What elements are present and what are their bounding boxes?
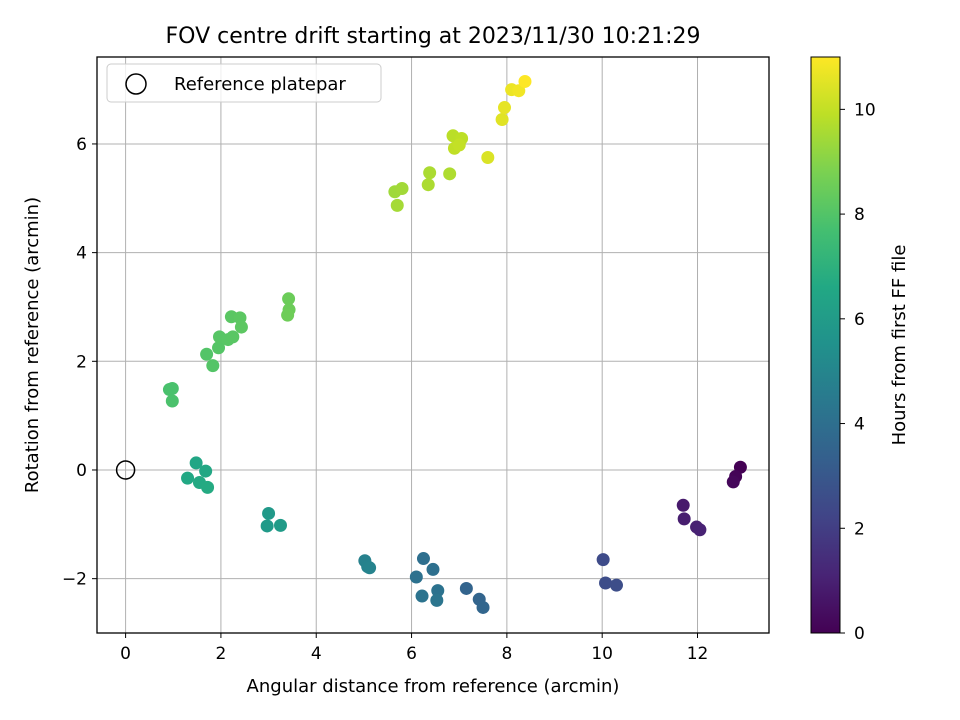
data-point — [676, 498, 690, 512]
x-axis-label: Angular distance from reference (arcmin) — [247, 676, 620, 697]
y-tick-label: 0 — [76, 461, 87, 481]
data-point — [395, 182, 409, 196]
data-point — [452, 138, 466, 152]
colorbar-tick-label: 8 — [854, 205, 865, 225]
colorbar — [810, 56, 841, 634]
data-point — [518, 74, 532, 88]
y-tick-label: 6 — [76, 135, 87, 155]
data-point — [262, 506, 276, 520]
colorbar-tick-label: 6 — [854, 310, 865, 330]
data-point — [282, 292, 296, 306]
data-point — [726, 475, 740, 489]
legend-entry: Reference platepar — [174, 74, 346, 95]
data-point — [693, 523, 707, 537]
colorbar-ticks: 0 2 4 6 8 10 — [840, 100, 876, 644]
data-point — [281, 308, 295, 322]
data-point — [481, 151, 495, 165]
data-point — [165, 381, 179, 395]
chart-title: FOV centre drift starting at 2023/11/30 … — [166, 24, 701, 49]
data-point — [609, 578, 623, 592]
legend-marker — [125, 73, 147, 95]
data-point — [234, 320, 248, 334]
data-point — [596, 553, 610, 567]
data-point — [476, 600, 490, 614]
data-point — [459, 581, 473, 595]
colorbar-tick-label: 4 — [854, 415, 865, 435]
colorbar-tick-label: 2 — [854, 519, 865, 539]
data-point — [363, 561, 377, 575]
x-tick-label: 12 — [687, 644, 709, 664]
data-point — [423, 166, 437, 180]
colorbar-tick-label: 0 — [854, 624, 865, 644]
x-tick-label: 6 — [406, 644, 417, 664]
colorbar-tick-label: 10 — [854, 100, 876, 120]
data-point — [206, 359, 220, 373]
data-point — [431, 584, 445, 598]
data-point — [260, 519, 274, 533]
data-point — [199, 464, 213, 478]
y-axis-label: Rotation from reference (arcmin) — [22, 197, 43, 493]
data-point — [390, 198, 404, 212]
data-point — [273, 518, 287, 532]
legend: Reference platepar — [106, 63, 382, 103]
data-point — [189, 456, 203, 470]
data-point — [409, 570, 423, 584]
data-point — [416, 552, 430, 566]
x-tick-label: 2 — [216, 644, 227, 664]
colorbar-label: Hours from first FF file — [889, 245, 910, 446]
y-tick-label: 4 — [76, 244, 87, 264]
y-tick-label: −2 — [62, 570, 87, 590]
data-point — [497, 101, 511, 115]
data-point — [421, 178, 435, 192]
data-point — [430, 593, 444, 607]
data-point — [201, 480, 215, 494]
data-point — [495, 112, 509, 126]
reference-platepar-marker — [115, 460, 136, 480]
data-point — [677, 512, 691, 526]
data-point — [415, 589, 429, 603]
y-tick-label: 2 — [76, 352, 87, 372]
y-axis-ticks: −2 0 2 4 6 — [62, 135, 97, 590]
x-tick-label: 10 — [591, 644, 613, 664]
legend-box — [106, 63, 382, 103]
data-point — [443, 167, 457, 181]
data-point — [165, 394, 179, 408]
x-axis-ticks: 0 2 4 6 8 10 12 — [120, 633, 708, 664]
data-point — [181, 471, 195, 485]
data-point — [200, 347, 214, 361]
data-point — [226, 330, 240, 344]
x-tick-label: 8 — [501, 644, 512, 664]
x-tick-label: 4 — [311, 644, 322, 664]
plot-frame — [96, 56, 770, 634]
data-point — [599, 576, 613, 590]
data-point — [426, 562, 440, 576]
x-tick-label: 0 — [120, 644, 131, 664]
data-point — [512, 84, 526, 98]
data-point — [212, 341, 226, 355]
data-points — [162, 74, 747, 614]
